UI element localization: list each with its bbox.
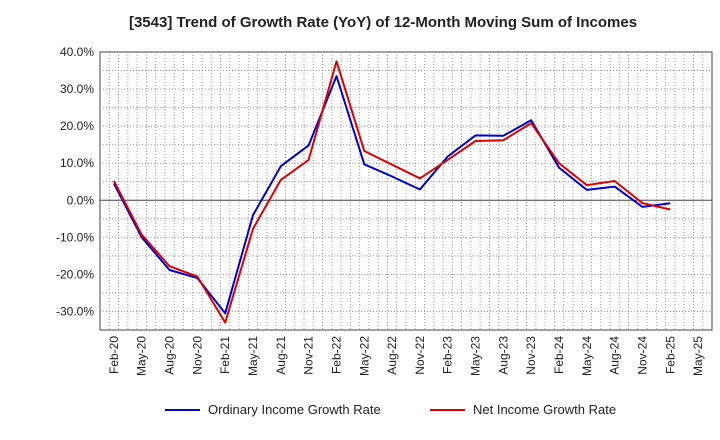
x-tick-label: Nov-24: [635, 336, 649, 375]
series-line-2: [113, 60, 671, 324]
series-lines: [113, 60, 671, 324]
y-tick-label: 0.0%: [67, 193, 95, 207]
grid: [99, 51, 713, 331]
y-tick-label: 40.0%: [60, 45, 94, 59]
x-tick-label: Feb-22: [329, 336, 343, 374]
legend-label: Net Income Growth Rate: [473, 402, 616, 417]
x-tick-label: May-20: [135, 336, 149, 376]
x-tick-label: Aug-24: [608, 336, 622, 375]
x-tick-label: Nov-21: [302, 336, 316, 375]
y-tick-label: 10.0%: [60, 156, 94, 170]
x-tick-label: Feb-25: [663, 336, 677, 374]
legend-item: Net Income Growth Rate: [430, 402, 616, 417]
y-tick-label: 30.0%: [60, 82, 94, 96]
x-tick-label: May-23: [469, 336, 483, 376]
y-axis: 40.0% 30.0% 20.0% 10.0% 0.0% -10.0% -20.0% -30.…: [56, 45, 94, 318]
y-tick-label: -30.0%: [56, 304, 94, 318]
x-tick-label: Nov-20: [190, 336, 204, 375]
legend-label: Ordinary Income Growth Rate: [208, 402, 381, 417]
x-tick-label: Nov-22: [413, 336, 427, 375]
y-tick-label: -10.0%: [56, 230, 94, 244]
x-tick-label: May-24: [580, 336, 594, 376]
x-tick-label: Feb-20: [107, 336, 121, 374]
series-line-1: [113, 75, 671, 315]
x-tick-label: Aug-20: [163, 336, 177, 375]
x-tick-label: May-22: [357, 336, 371, 376]
x-tick-label: Nov-23: [524, 336, 538, 375]
x-tick-label: May-21: [246, 336, 260, 376]
y-tick-label: 20.0%: [60, 119, 94, 133]
legend-item: Ordinary Income Growth Rate: [165, 402, 381, 417]
x-tick-label: Feb-23: [441, 336, 455, 374]
legend: Ordinary Income Growth Rate Net Income Gr…: [165, 402, 616, 417]
x-tick-label: Aug-21: [274, 336, 288, 375]
x-tick-label: May-25: [691, 336, 705, 376]
x-tick-label: Aug-23: [496, 336, 510, 375]
x-tick-label: Aug-22: [385, 336, 399, 375]
y-tick-label: -20.0%: [56, 267, 94, 281]
x-tick-label: Feb-21: [218, 336, 232, 374]
x-tick-label: Feb-24: [552, 336, 566, 374]
x-axis: Feb-20 May-20 Aug-20 Nov-20 Feb-21 May-21 Aug-…: [107, 336, 705, 376]
chart-title: [3543] Trend of Growth Rate (YoY) of 12-…: [129, 14, 637, 31]
